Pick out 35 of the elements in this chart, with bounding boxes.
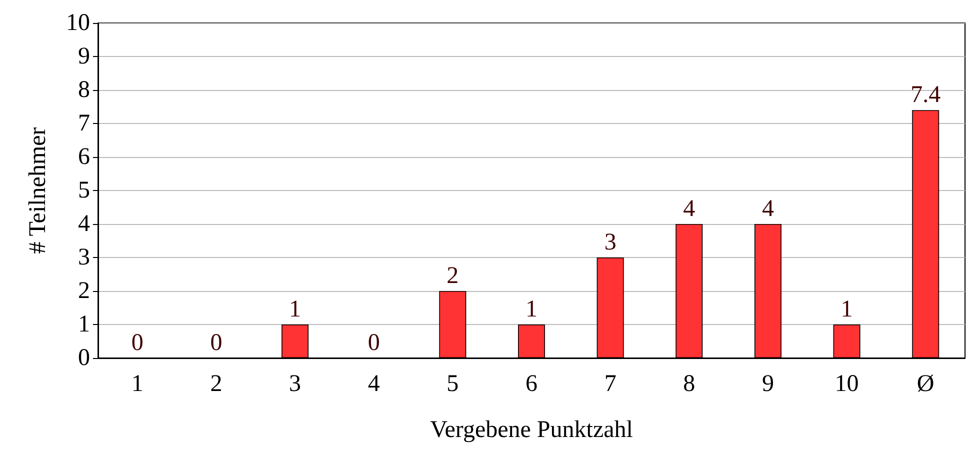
y-tick-label: 8 — [78, 77, 90, 103]
data-label: 7.4 — [910, 82, 941, 108]
y-tick-label: 10 — [66, 10, 90, 36]
x-tick-label: 7 — [604, 371, 616, 397]
x-tick-label: Ø — [916, 371, 934, 397]
x-tick-label: 4 — [368, 371, 380, 397]
y-tick-label: 2 — [78, 278, 90, 304]
y-tick-label: 1 — [78, 312, 90, 338]
data-label: 0 — [368, 330, 380, 356]
y-tick-label: 0 — [78, 345, 90, 371]
x-tick-label: 3 — [289, 371, 302, 397]
x-tick-label: 5 — [446, 371, 459, 397]
data-label: 1 — [526, 296, 538, 322]
y-tick-label: 7 — [78, 110, 90, 136]
data-label: 2 — [446, 263, 459, 289]
data-label: 3 — [604, 230, 616, 256]
x-tick-label: 6 — [526, 371, 538, 397]
y-tick-label: 6 — [78, 144, 90, 170]
data-label: 4 — [762, 196, 774, 222]
data-label: 0 — [131, 330, 144, 356]
y-tick-label: 5 — [78, 178, 90, 204]
y-tick-label: 3 — [78, 244, 90, 270]
x-tick-label: 2 — [210, 371, 222, 397]
y-axis-title: # Teilnehmer — [25, 127, 51, 254]
x-tick-label: 8 — [683, 371, 696, 397]
data-label: 4 — [683, 196, 696, 222]
x-tick-label: 1 — [131, 371, 144, 397]
y-tick-label: 4 — [78, 211, 90, 237]
x-axis-title: Vergebene Punktzahl — [430, 417, 634, 443]
data-label: 1 — [840, 296, 853, 322]
y-tick-label: 9 — [78, 44, 90, 70]
data-label: 0 — [210, 330, 222, 356]
x-tick-label: 10 — [834, 371, 859, 397]
data-label: 1 — [289, 296, 302, 322]
x-tick-label: 9 — [762, 371, 774, 397]
